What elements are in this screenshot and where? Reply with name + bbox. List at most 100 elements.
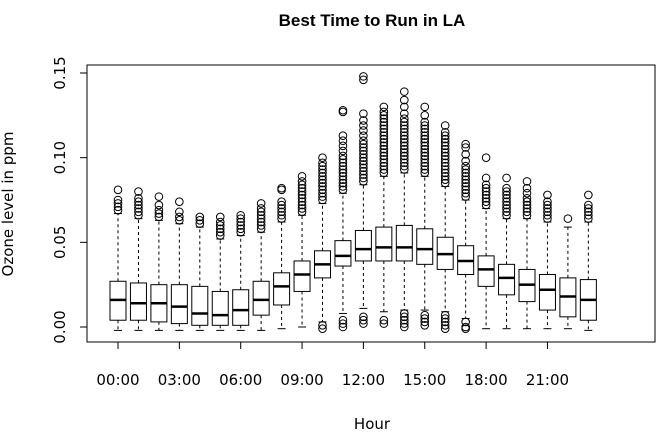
- outlier-point: [359, 156, 368, 166]
- outlier-point: [522, 207, 532, 217]
- box-0500: [211, 212, 229, 331]
- x-axis-label: Hour: [354, 415, 391, 433]
- outlier-point: [440, 158, 450, 168]
- outlier-point: [420, 121, 430, 130]
- outlier-point: [420, 148, 430, 157]
- outlier-point: [236, 214, 245, 223]
- outlier-point: [400, 127, 409, 137]
- box-2300: [579, 190, 597, 331]
- outlier-point: [400, 161, 409, 171]
- outlier-point: [420, 161, 430, 171]
- outlier-point: [543, 207, 552, 217]
- outlier-point: [338, 315, 348, 325]
- iqr-box: [252, 280, 270, 316]
- outlier-point: [400, 114, 409, 124]
- outlier-point: [481, 200, 491, 210]
- outlier-point: [543, 190, 552, 200]
- outlier-point: [134, 204, 143, 213]
- outlier-point: [502, 173, 511, 183]
- iqr-box: [538, 274, 556, 311]
- outlier-point: [256, 207, 266, 217]
- outlier-point: [338, 322, 348, 332]
- outlier-point: [277, 214, 286, 223]
- outlier-point: [440, 314, 450, 323]
- outlier-point: [379, 144, 389, 154]
- outlier-point: [318, 168, 327, 178]
- outlier-point: [379, 165, 389, 174]
- outlier-point: [338, 105, 348, 115]
- box-0300: [170, 197, 188, 331]
- outlier-point: [256, 221, 266, 230]
- outlier-point: [379, 315, 389, 325]
- outlier-point: [338, 151, 348, 161]
- outlier-point: [318, 182, 327, 191]
- outlier-point: [420, 314, 430, 323]
- outlier-point: [359, 166, 368, 176]
- outlier-point: [400, 165, 409, 174]
- outlier-point: [420, 310, 430, 320]
- outlier-point: [420, 165, 430, 174]
- outlier-point: [543, 204, 552, 213]
- outlier-point: [359, 116, 368, 125]
- outlier-point: [256, 214, 266, 223]
- outlier-point: [297, 187, 307, 196]
- outlier-point: [502, 197, 511, 206]
- x-tick-label: 21:00: [526, 371, 569, 389]
- outlier-point: [338, 168, 348, 178]
- outlier-point: [461, 317, 470, 327]
- outlier-point: [420, 144, 430, 154]
- box-0600: [232, 210, 250, 331]
- outlier-point: [400, 87, 409, 96]
- outlier-point: [379, 114, 389, 124]
- outlier-point: [440, 310, 450, 320]
- outlier-point: [543, 210, 552, 220]
- outlier-point: [461, 324, 470, 333]
- outlier-point: [379, 102, 389, 112]
- outlier-point: [154, 192, 164, 201]
- outlier-point: [359, 143, 368, 152]
- outlier-point: [297, 183, 307, 193]
- outlier-point: [215, 224, 225, 234]
- outlier-point: [113, 205, 123, 215]
- outlier-point: [420, 134, 430, 144]
- outlier-point: [256, 199, 266, 208]
- outlier-point: [359, 149, 368, 159]
- x-tick-label: 09:00: [280, 371, 323, 389]
- outlier-point: [379, 155, 389, 164]
- outlier-point: [420, 138, 430, 147]
- box-1400: [395, 87, 413, 332]
- outlier-point: [338, 155, 348, 164]
- iqr-box: [191, 285, 209, 326]
- outlier-point: [215, 212, 225, 222]
- outlier-point: [297, 171, 307, 181]
- outlier-point: [400, 158, 409, 168]
- iqr-box: [477, 255, 495, 287]
- outlier-point: [379, 158, 389, 168]
- outlier-point: [440, 321, 450, 330]
- outlier-point: [440, 127, 450, 137]
- outlier-point: [195, 219, 205, 229]
- outlier-point: [379, 107, 389, 117]
- outlier-point: [400, 312, 409, 322]
- outlier-point: [502, 187, 511, 196]
- outlier-point: [338, 178, 348, 188]
- outlier-point: [297, 190, 307, 200]
- box-1600: [436, 121, 454, 333]
- outlier-point: [420, 124, 430, 134]
- outlier-point: [236, 217, 245, 227]
- outlier-point: [400, 131, 409, 140]
- outlier-point: [359, 177, 368, 186]
- outlier-point: [502, 190, 511, 200]
- outlier-point: [338, 107, 348, 117]
- outlier-point: [318, 175, 327, 184]
- outlier-point: [461, 168, 470, 178]
- outlier-point: [379, 134, 389, 144]
- outlier-point: [522, 177, 532, 186]
- outlier-point: [256, 217, 266, 227]
- outlier-point: [297, 177, 307, 186]
- outlier-point: [461, 165, 470, 174]
- outlier-point: [584, 207, 593, 217]
- outlier-point: [522, 210, 532, 220]
- outlier-point: [318, 165, 327, 174]
